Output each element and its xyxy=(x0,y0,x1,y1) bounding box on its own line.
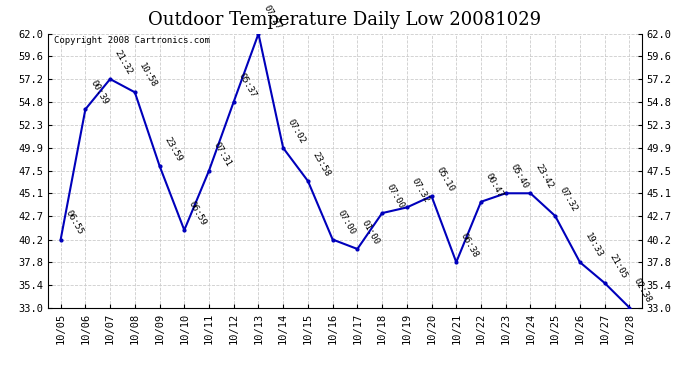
Text: 06:59: 06:59 xyxy=(187,200,208,227)
Text: 23:58: 23:58 xyxy=(310,150,332,178)
Text: 06:38: 06:38 xyxy=(459,232,480,260)
Text: 00:39: 00:39 xyxy=(88,79,110,106)
Text: 00:47: 00:47 xyxy=(484,171,505,199)
Text: 10:58: 10:58 xyxy=(137,62,159,90)
Text: 05:40: 05:40 xyxy=(509,163,530,190)
Text: 05:10: 05:10 xyxy=(434,165,455,194)
Text: 07:27: 07:27 xyxy=(262,3,282,31)
Text: 21:32: 21:32 xyxy=(113,48,134,76)
Text: 07:00: 07:00 xyxy=(335,209,357,237)
Text: 07:32: 07:32 xyxy=(558,185,579,213)
Text: 19:33: 19:33 xyxy=(582,232,604,260)
Text: Copyright 2008 Cartronics.com: Copyright 2008 Cartronics.com xyxy=(55,36,210,45)
Text: 07:32: 07:32 xyxy=(410,177,431,205)
Text: 23:59: 23:59 xyxy=(162,135,184,163)
Text: 02:38: 02:38 xyxy=(632,277,653,305)
Text: 21:05: 21:05 xyxy=(607,252,629,280)
Text: 05:37: 05:37 xyxy=(237,71,258,99)
Text: 06:55: 06:55 xyxy=(63,209,85,237)
Text: Outdoor Temperature Daily Low 20081029: Outdoor Temperature Daily Low 20081029 xyxy=(148,11,542,29)
Text: 01:00: 01:00 xyxy=(360,218,382,246)
Text: 07:00: 07:00 xyxy=(385,183,406,210)
Text: 07:31: 07:31 xyxy=(212,140,233,168)
Text: 23:42: 23:42 xyxy=(533,163,555,190)
Text: 07:02: 07:02 xyxy=(286,117,307,145)
